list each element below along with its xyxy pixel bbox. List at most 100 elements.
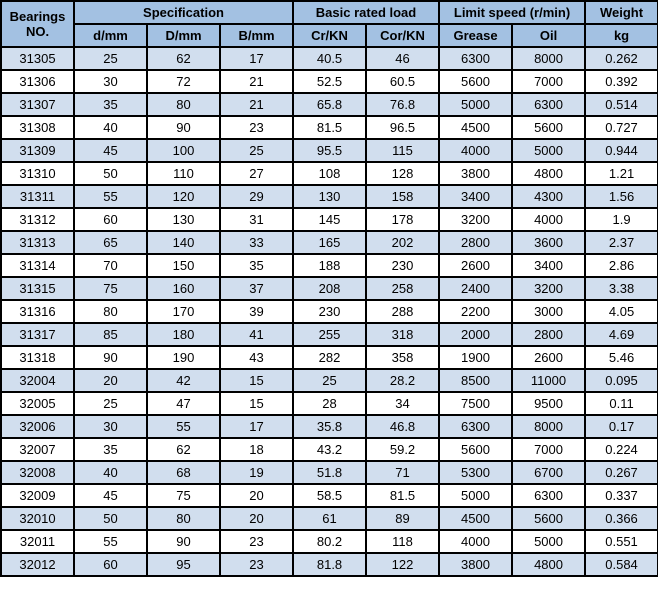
cell-wt: 0.337: [585, 484, 658, 507]
table-row: 3130525621740.546630080000.262: [1, 47, 658, 70]
cell-cor: 46: [366, 47, 439, 70]
cell-wt: 0.584: [585, 553, 658, 576]
cell-B: 39: [220, 300, 293, 323]
cell-wt: 0.727: [585, 116, 658, 139]
cell-oil: 11000: [512, 369, 585, 392]
table-row: 313168017039230288220030004.05: [1, 300, 658, 323]
cell-wt: 0.17: [585, 415, 658, 438]
cell-cr: 65.8: [293, 93, 366, 116]
cell-grease: 2800: [439, 231, 512, 254]
cell-grease: 2600: [439, 254, 512, 277]
cell-D: 80: [147, 507, 220, 530]
cell-d: 45: [74, 484, 147, 507]
cell-D: 42: [147, 369, 220, 392]
cell-cor: 96.5: [366, 116, 439, 139]
cell-grease: 2200: [439, 300, 512, 323]
cell-B: 15: [220, 392, 293, 415]
table-row: 3200945752058.581.5500063000.337: [1, 484, 658, 507]
cell-grease: 2400: [439, 277, 512, 300]
cell-cr: 108: [293, 162, 366, 185]
cell-bno: 31309: [1, 139, 74, 162]
table-row: 3200630551735.846.8630080000.17: [1, 415, 658, 438]
cell-D: 95: [147, 553, 220, 576]
cell-B: 43: [220, 346, 293, 369]
cell-bno: 31308: [1, 116, 74, 139]
cell-B: 21: [220, 70, 293, 93]
cell-cor: 118: [366, 530, 439, 553]
cell-B: 17: [220, 47, 293, 70]
cell-cor: 46.8: [366, 415, 439, 438]
cell-wt: 5.46: [585, 346, 658, 369]
cell-cr: 25: [293, 369, 366, 392]
cell-cor: 28.2: [366, 369, 439, 392]
cell-cor: 76.8: [366, 93, 439, 116]
cell-B: 23: [220, 530, 293, 553]
cell-oil: 2800: [512, 323, 585, 346]
col-header-bearings-no: Bearings NO.: [1, 1, 74, 47]
cell-d: 35: [74, 438, 147, 461]
col-header-specification: Specification: [74, 1, 293, 24]
cell-cor: 122: [366, 553, 439, 576]
cell-bno: 31315: [1, 277, 74, 300]
cell-d: 20: [74, 369, 147, 392]
cell-bno: 32005: [1, 392, 74, 415]
cell-cr: 165: [293, 231, 366, 254]
table-row: 3200735621843.259.2560070000.224: [1, 438, 658, 461]
cell-D: 110: [147, 162, 220, 185]
cell-wt: 1.56: [585, 185, 658, 208]
cell-cr: 52.5: [293, 70, 366, 93]
cell-cr: 81.8: [293, 553, 366, 576]
cell-grease: 5000: [439, 484, 512, 507]
cell-oil: 3600: [512, 231, 585, 254]
cell-cr: 255: [293, 323, 366, 346]
cell-cor: 202: [366, 231, 439, 254]
cell-bno: 31317: [1, 323, 74, 346]
cell-B: 27: [220, 162, 293, 185]
cell-D: 140: [147, 231, 220, 254]
cell-wt: 0.551: [585, 530, 658, 553]
cell-B: 33: [220, 231, 293, 254]
cell-cr: 43.2: [293, 438, 366, 461]
cell-grease: 3800: [439, 162, 512, 185]
cell-d: 70: [74, 254, 147, 277]
cell-wt: 0.944: [585, 139, 658, 162]
cell-grease: 8500: [439, 369, 512, 392]
cell-wt: 0.262: [585, 47, 658, 70]
cell-cr: 51.8: [293, 461, 366, 484]
cell-grease: 6300: [439, 47, 512, 70]
cell-oil: 3200: [512, 277, 585, 300]
cell-B: 17: [220, 415, 293, 438]
cell-oil: 6700: [512, 461, 585, 484]
cell-cor: 59.2: [366, 438, 439, 461]
cell-d: 45: [74, 139, 147, 162]
cell-D: 190: [147, 346, 220, 369]
cell-grease: 4500: [439, 507, 512, 530]
cell-oil: 5600: [512, 116, 585, 139]
cell-d: 50: [74, 162, 147, 185]
cell-cr: 130: [293, 185, 366, 208]
cell-wt: 1.9: [585, 208, 658, 231]
cell-grease: 5600: [439, 438, 512, 461]
cell-D: 180: [147, 323, 220, 346]
cell-oil: 8000: [512, 415, 585, 438]
cell-wt: 0.224: [585, 438, 658, 461]
cell-d: 25: [74, 47, 147, 70]
cell-wt: 4.69: [585, 323, 658, 346]
cell-d: 30: [74, 70, 147, 93]
cell-D: 62: [147, 438, 220, 461]
table-row: 313115512029130158340043001.56: [1, 185, 658, 208]
cell-cr: 188: [293, 254, 366, 277]
cell-bno: 31305: [1, 47, 74, 70]
table-body: 3130525621740.546630080000.2623130630722…: [1, 47, 658, 576]
cell-d: 40: [74, 461, 147, 484]
cell-wt: 1.21: [585, 162, 658, 185]
table-row: 3130840902381.596.5450056000.727: [1, 116, 658, 139]
table-row: 313157516037208258240032003.38: [1, 277, 658, 300]
cell-bno: 32007: [1, 438, 74, 461]
cell-cr: 282: [293, 346, 366, 369]
cell-d: 90: [74, 346, 147, 369]
cell-cr: 80.2: [293, 530, 366, 553]
cell-grease: 3200: [439, 208, 512, 231]
cell-cor: 89: [366, 507, 439, 530]
cell-oil: 5000: [512, 530, 585, 553]
